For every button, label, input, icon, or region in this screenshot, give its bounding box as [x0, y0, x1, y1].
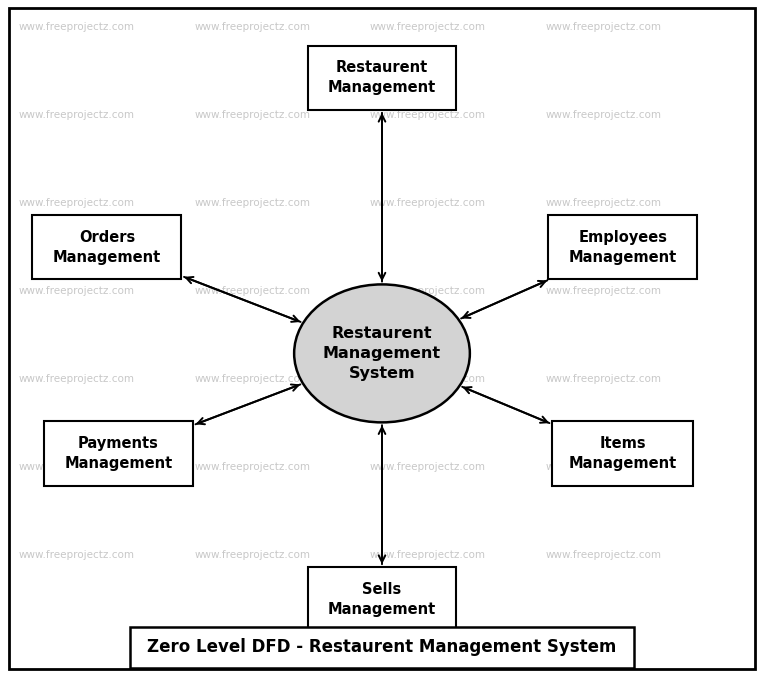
Text: www.freeprojectz.com: www.freeprojectz.com	[545, 550, 662, 560]
Text: www.freeprojectz.com: www.freeprojectz.com	[18, 110, 134, 120]
FancyBboxPatch shape	[130, 627, 634, 668]
Text: www.freeprojectz.com: www.freeprojectz.com	[18, 462, 134, 472]
Text: Restaurent
Management
System: Restaurent Management System	[323, 326, 441, 380]
Text: www.freeprojectz.com: www.freeprojectz.com	[194, 286, 310, 296]
Text: Orders
Management: Orders Management	[53, 230, 161, 265]
Text: www.freeprojectz.com: www.freeprojectz.com	[545, 110, 662, 120]
Text: www.freeprojectz.com: www.freeprojectz.com	[194, 550, 310, 560]
Text: www.freeprojectz.com: www.freeprojectz.com	[194, 462, 310, 472]
Text: Employees
Management: Employees Management	[568, 230, 677, 265]
Text: www.freeprojectz.com: www.freeprojectz.com	[194, 198, 310, 208]
Text: Items
Management: Items Management	[568, 436, 677, 471]
Text: www.freeprojectz.com: www.freeprojectz.com	[370, 110, 486, 120]
Text: www.freeprojectz.com: www.freeprojectz.com	[370, 374, 486, 384]
Text: www.freeprojectz.com: www.freeprojectz.com	[545, 462, 662, 472]
FancyBboxPatch shape	[33, 215, 182, 279]
Text: Payments
Management: Payments Management	[64, 436, 173, 471]
FancyBboxPatch shape	[307, 45, 456, 110]
Text: www.freeprojectz.com: www.freeprojectz.com	[545, 286, 662, 296]
FancyBboxPatch shape	[44, 421, 193, 485]
Text: www.freeprojectz.com: www.freeprojectz.com	[370, 198, 486, 208]
Text: www.freeprojectz.com: www.freeprojectz.com	[370, 22, 486, 32]
Text: www.freeprojectz.com: www.freeprojectz.com	[370, 550, 486, 560]
FancyBboxPatch shape	[549, 215, 697, 279]
Text: www.freeprojectz.com: www.freeprojectz.com	[18, 286, 134, 296]
Text: www.freeprojectz.com: www.freeprojectz.com	[18, 22, 134, 32]
Text: www.freeprojectz.com: www.freeprojectz.com	[370, 286, 486, 296]
Text: www.freeprojectz.com: www.freeprojectz.com	[545, 374, 662, 384]
Text: www.freeprojectz.com: www.freeprojectz.com	[194, 374, 310, 384]
Text: www.freeprojectz.com: www.freeprojectz.com	[545, 22, 662, 32]
FancyBboxPatch shape	[552, 421, 694, 485]
Text: www.freeprojectz.com: www.freeprojectz.com	[370, 462, 486, 472]
Text: www.freeprojectz.com: www.freeprojectz.com	[194, 22, 310, 32]
Text: Sells
Management: Sells Management	[328, 582, 436, 617]
Text: www.freeprojectz.com: www.freeprojectz.com	[194, 110, 310, 120]
Text: www.freeprojectz.com: www.freeprojectz.com	[18, 374, 134, 384]
Text: Restaurent
Management: Restaurent Management	[328, 60, 436, 95]
Text: www.freeprojectz.com: www.freeprojectz.com	[18, 198, 134, 208]
FancyBboxPatch shape	[307, 567, 456, 631]
Ellipse shape	[294, 284, 470, 422]
Text: Zero Level DFD - Restaurent Management System: Zero Level DFD - Restaurent Management S…	[147, 638, 617, 656]
Text: www.freeprojectz.com: www.freeprojectz.com	[545, 198, 662, 208]
Text: www.freeprojectz.com: www.freeprojectz.com	[18, 550, 134, 560]
